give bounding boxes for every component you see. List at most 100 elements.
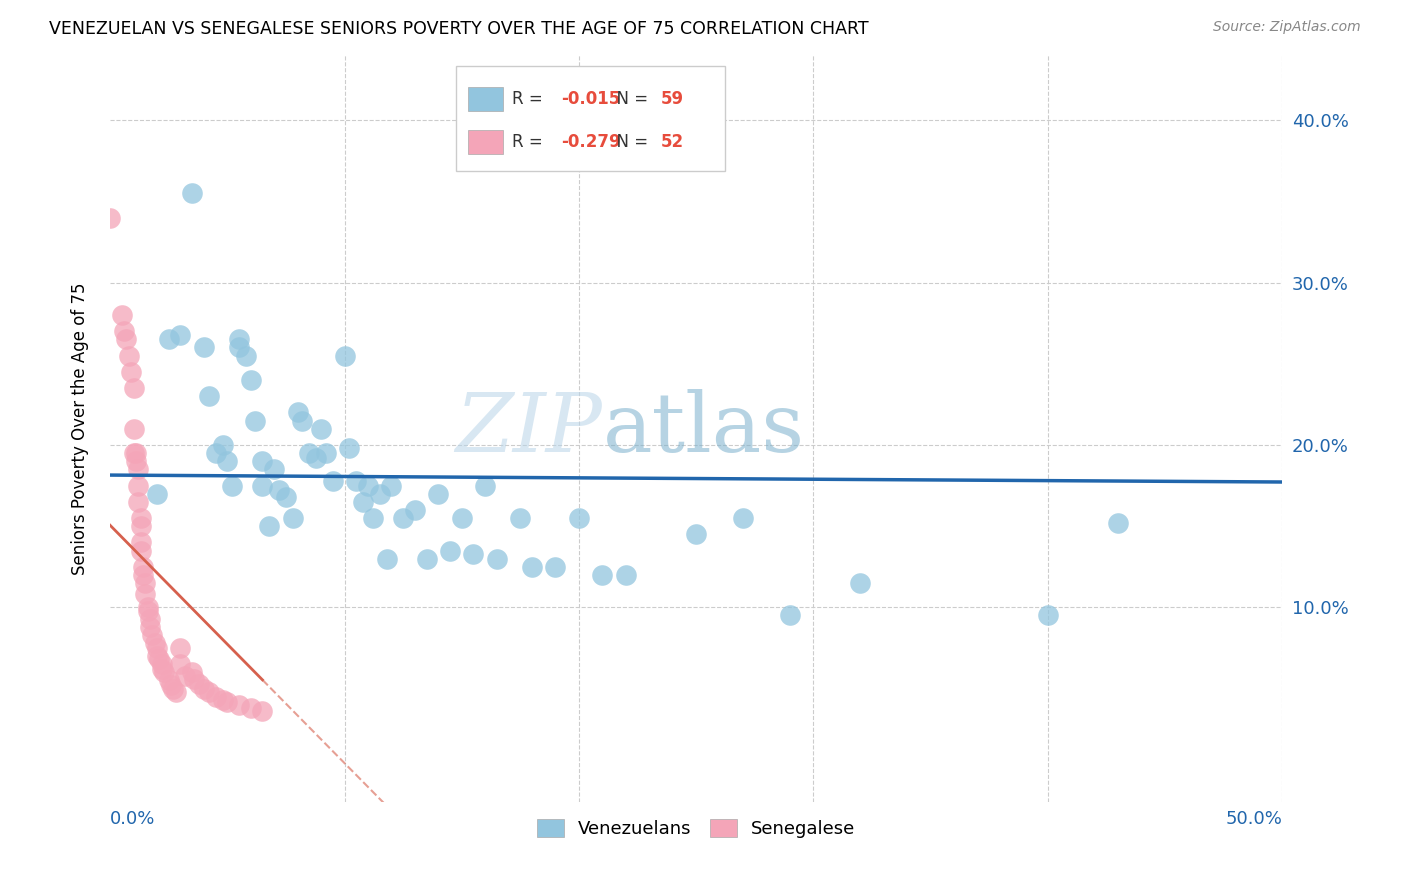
Point <box>132 559 155 574</box>
Point <box>267 483 290 498</box>
Point <box>298 446 321 460</box>
Text: R =: R = <box>512 90 548 108</box>
Point <box>368 486 391 500</box>
Point <box>281 511 304 525</box>
Point <box>204 690 226 704</box>
Point <box>150 662 173 676</box>
Point <box>146 640 169 655</box>
Point <box>148 652 170 666</box>
Point <box>252 478 274 492</box>
Point <box>112 324 135 338</box>
Point <box>129 519 152 533</box>
Point <box>849 576 872 591</box>
Point <box>352 495 374 509</box>
Text: N =: N = <box>606 90 654 108</box>
Point <box>263 462 285 476</box>
Text: -0.015: -0.015 <box>561 90 620 108</box>
Point <box>193 681 215 696</box>
Point <box>132 567 155 582</box>
Point <box>115 332 138 346</box>
Point <box>361 511 384 525</box>
Point <box>322 474 344 488</box>
Point <box>122 422 145 436</box>
Point <box>193 341 215 355</box>
Point <box>181 186 204 201</box>
Point <box>731 511 754 525</box>
Point <box>217 454 239 468</box>
Point <box>221 478 243 492</box>
Point <box>235 349 257 363</box>
Point <box>197 685 219 699</box>
Point <box>685 527 707 541</box>
Point <box>146 486 169 500</box>
Point <box>139 612 162 626</box>
Point <box>122 381 145 395</box>
Point <box>122 446 145 460</box>
Point <box>614 567 637 582</box>
Point <box>357 478 380 492</box>
Point <box>259 519 281 533</box>
FancyBboxPatch shape <box>468 87 503 112</box>
Point <box>125 446 148 460</box>
Point <box>204 446 226 460</box>
Point <box>136 604 159 618</box>
Point <box>591 567 613 582</box>
Point <box>165 685 187 699</box>
Point <box>143 636 166 650</box>
Point <box>287 405 309 419</box>
Point <box>134 576 156 591</box>
Point <box>309 422 332 436</box>
Point <box>118 349 141 363</box>
Point <box>125 454 148 468</box>
Point <box>129 511 152 525</box>
Text: 50.0%: 50.0% <box>1226 811 1282 829</box>
Point <box>127 478 149 492</box>
Point <box>337 441 360 455</box>
Point <box>380 478 402 492</box>
Text: Source: ZipAtlas.com: Source: ZipAtlas.com <box>1213 20 1361 34</box>
Point <box>136 600 159 615</box>
Point <box>439 543 461 558</box>
Point <box>169 327 191 342</box>
Point <box>252 454 274 468</box>
Point <box>127 495 149 509</box>
Text: VENEZUELAN VS SENEGALESE SENIORS POVERTY OVER THE AGE OF 75 CORRELATION CHART: VENEZUELAN VS SENEGALESE SENIORS POVERTY… <box>49 20 869 37</box>
Point <box>211 693 233 707</box>
Point <box>150 657 173 672</box>
Point <box>1036 608 1059 623</box>
Point <box>98 211 121 225</box>
Point <box>252 704 274 718</box>
Point <box>392 511 415 525</box>
Point <box>120 365 142 379</box>
Point <box>157 332 180 346</box>
Text: atlas: atlas <box>602 389 804 468</box>
Point <box>474 478 496 492</box>
Point <box>183 672 205 686</box>
Point <box>375 551 398 566</box>
Point <box>188 676 211 690</box>
Point <box>245 414 267 428</box>
Point <box>568 511 591 525</box>
Point <box>139 620 162 634</box>
Point <box>160 678 183 692</box>
Point <box>450 511 472 525</box>
FancyBboxPatch shape <box>456 66 725 171</box>
Text: N =: N = <box>606 133 654 151</box>
Text: -0.279: -0.279 <box>561 133 621 151</box>
Point <box>239 373 262 387</box>
Point <box>239 701 262 715</box>
Point <box>157 673 180 688</box>
Point <box>129 535 152 549</box>
Text: 52: 52 <box>661 133 685 151</box>
Text: 0.0%: 0.0% <box>110 811 156 829</box>
Point <box>211 438 233 452</box>
FancyBboxPatch shape <box>468 130 503 153</box>
Point <box>344 474 367 488</box>
Point <box>274 490 297 504</box>
Point <box>463 547 485 561</box>
Point <box>779 608 801 623</box>
Point <box>217 695 239 709</box>
Point <box>305 450 328 465</box>
Point <box>111 308 134 322</box>
Point <box>228 332 250 346</box>
